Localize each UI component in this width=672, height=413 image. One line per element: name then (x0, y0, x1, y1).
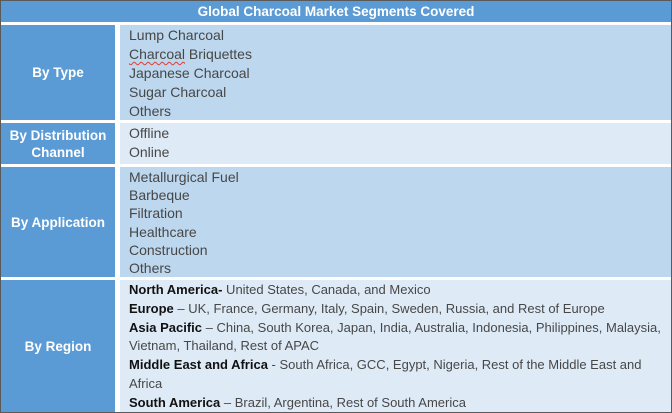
row-content-by-type: Lump Charcoal Charcoal Briquettes Japane… (120, 25, 671, 120)
region-detail: - South Africa, GCC, Egypt, Nigeria, Res… (129, 357, 642, 391)
list-item: Charcoal Briquettes (129, 45, 665, 64)
region-entry: Asia Pacific – China, South Korea, Japan… (129, 319, 665, 357)
region-detail: – UK, France, Germany, Italy, Spain, Swe… (173, 300, 605, 316)
row-label-by-region: By Region (1, 280, 115, 412)
row-label-by-distribution-channel: By Distribution Channel (1, 123, 115, 164)
list-item: Others (129, 260, 172, 277)
region-detail: United States, Canada, and Mexico (222, 282, 431, 297)
region-name: North America- (129, 282, 223, 297)
table-row-by-distribution-channel: By Distribution Channel Offline Online (1, 123, 671, 164)
list-item: Construction (129, 241, 208, 258)
list-item: Barbeque (129, 187, 190, 204)
list-item: Offline (129, 125, 170, 141)
region-entry: Europe – UK, France, Germany, Italy, Spa… (129, 300, 665, 319)
list-item: Others (129, 103, 172, 119)
region-entry: North America- United States, Canada, an… (129, 281, 665, 300)
row-content-by-distribution-channel: Offline Online (120, 123, 671, 164)
row-label-by-application: By Application (1, 167, 115, 277)
region-entry: Middle East and Africa - South Africa, G… (129, 356, 665, 394)
region-entry: South America – Brazil, Argentina, Rest … (129, 394, 665, 412)
region-name: Middle East and Africa (129, 357, 268, 373)
row-content-by-application: Metallurgical Fuel Barbeque Filtration H… (120, 167, 671, 277)
region-name: Europe (129, 300, 174, 316)
list-item: Healthcare (129, 223, 197, 240)
row-content-by-region: North America- United States, Canada, an… (120, 280, 671, 412)
list-item: Filtration (129, 205, 183, 222)
table-row-by-type: By Type Lump Charcoal Charcoal Briquette… (1, 25, 671, 120)
misspelled-word: Charcoal (129, 46, 186, 62)
region-detail: – China, South Korea, Japan, India, Aust… (129, 319, 661, 354)
table-row-by-region: By Region North America- United States, … (1, 280, 671, 412)
table-title: Global Charcoal Market Segments Covered (1, 1, 671, 22)
region-name: South America (129, 394, 221, 410)
list-item: Lump Charcoal (129, 27, 224, 43)
region-detail: – Brazil, Argentina, Rest of South Ameri… (220, 394, 466, 410)
region-name: Asia Pacific (129, 319, 202, 335)
row-label-by-type: By Type (1, 25, 115, 120)
list-item: Online (129, 144, 170, 160)
list-item-text: Briquettes (185, 46, 252, 62)
list-item: Sugar Charcoal (129, 84, 227, 100)
list-item: Metallurgical Fuel (129, 169, 239, 185)
list-item: Japanese Charcoal (129, 65, 250, 81)
table-row-by-application: By Application Metallurgical Fuel Barbeq… (1, 167, 671, 277)
